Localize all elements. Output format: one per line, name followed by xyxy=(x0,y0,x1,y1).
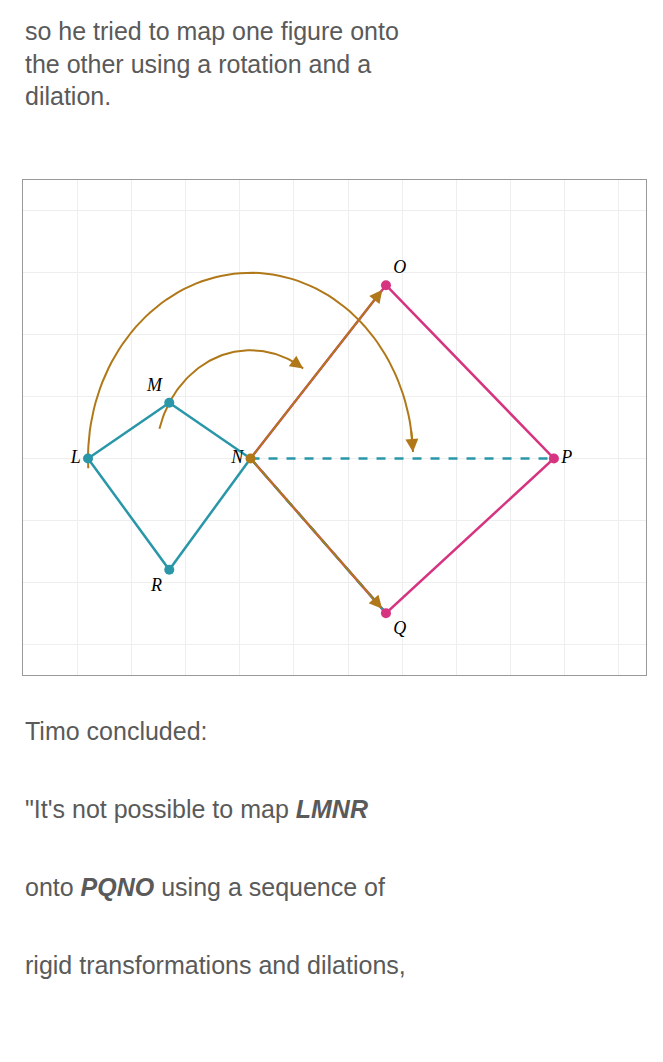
svg-text:Timo concluded:: Timo concluded: xyxy=(25,717,208,745)
svg-text:onto PQNO using a sequence of: onto PQNO using a sequence of xyxy=(25,873,385,901)
svg-text:Q: Q xyxy=(393,618,406,638)
svg-text:so he tried to map one figure: so he tried to map one figure ontothe ot… xyxy=(25,17,399,110)
svg-text:rigid transformations and dila: rigid transformations and dilations, xyxy=(25,951,406,979)
svg-text:R: R xyxy=(150,575,162,595)
svg-text:O: O xyxy=(393,257,406,277)
svg-text:L: L xyxy=(70,447,81,467)
svg-text:N: N xyxy=(230,447,244,467)
svg-text:P: P xyxy=(560,447,572,467)
svg-text:"It's not possible to map LMNR: "It's not possible to map LMNR xyxy=(25,795,368,823)
svg-text:M: M xyxy=(146,375,163,395)
